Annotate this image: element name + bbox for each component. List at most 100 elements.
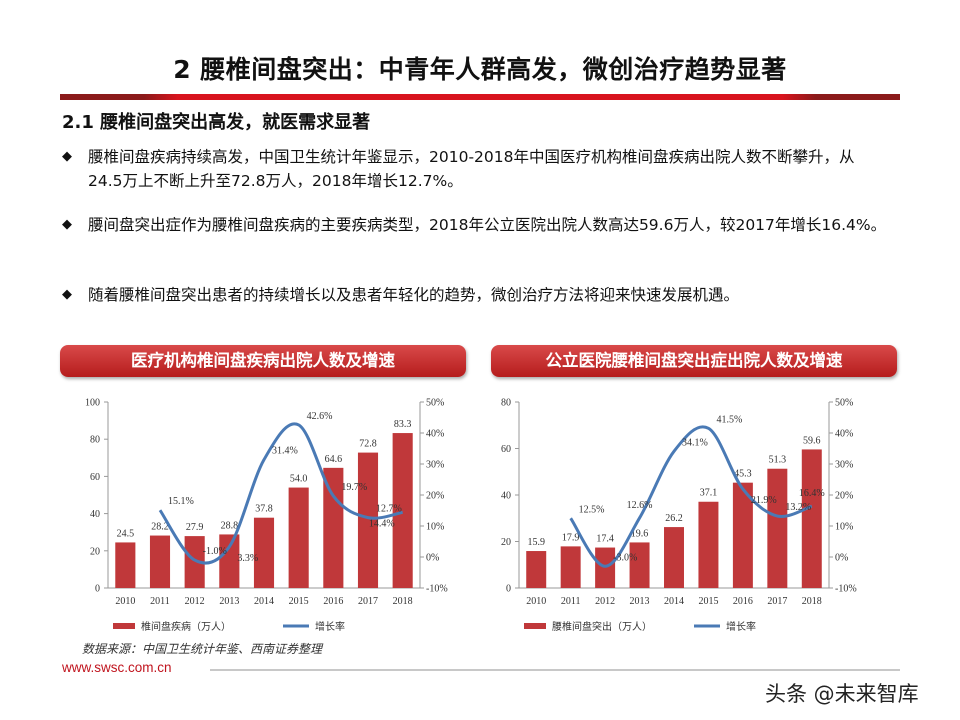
line-label: 31.4% [272, 446, 298, 457]
watermark: 头条 @未来智库 [765, 682, 919, 706]
x-tick-label: 2012 [595, 596, 615, 607]
line-label: 13.2% [785, 502, 811, 513]
bar [253, 517, 275, 588]
y-tick-label: 20 [90, 546, 100, 557]
diamond-icon: ◆ [62, 149, 72, 164]
line-label: 42.6% [307, 411, 333, 422]
bar [526, 551, 547, 588]
website-link[interactable]: www.swsc.com.cn [62, 660, 172, 675]
line-label: 3.3% [237, 553, 258, 564]
x-tick-label: 2016 [733, 596, 753, 607]
bar-label: 51.3 [769, 455, 787, 466]
bar-label: 19.6 [631, 528, 649, 539]
x-tick-label: 2011 [150, 596, 170, 607]
bar [115, 542, 136, 588]
x-tick-label: 2014 [664, 596, 684, 607]
bar-label: 24.5 [117, 528, 135, 539]
bar-label: 28.2 [151, 522, 169, 533]
bar [392, 433, 413, 588]
y-tick-label: 60 [501, 444, 511, 455]
x-tick-label: 2017 [767, 596, 787, 607]
section-subtitle: 2.1 腰椎间盘突出高发，就医需求显著 [62, 112, 371, 133]
bar-label: 45.3 [734, 469, 752, 480]
page-title: 2 腰椎间盘突出：中青年人群高发，微创治疗趋势显著 [173, 55, 787, 84]
bar [219, 534, 240, 588]
line-label: 16.4% [799, 488, 825, 499]
bullet-item: ◆ 随着腰椎间盘突出患者的持续增长以及患者年轻化的趋势，微创治疗方法将迎来快速发展… [62, 283, 902, 307]
y2-tick-label: 10% [835, 522, 853, 533]
bar [732, 482, 753, 588]
line-label: 12.5% [579, 504, 605, 515]
bar [664, 527, 684, 588]
chart-title-left: 医疗机构椎间盘疾病出院人数及增速 [60, 345, 466, 377]
growth-line [158, 422, 403, 565]
data-source: 数据来源：中国卫生统计年鉴、西南证券整理 [82, 642, 323, 656]
x-tick-label: 2012 [185, 596, 205, 607]
line-label: 15.1% [168, 496, 194, 507]
bar-label: 28.8 [221, 520, 239, 531]
line-label: 21.9% [751, 495, 777, 506]
y2-tick-label: -10% [426, 584, 448, 595]
y2-tick-label: 30% [426, 460, 444, 471]
footer-divider [210, 669, 900, 671]
bar-label: 64.6 [325, 454, 343, 465]
bar [560, 546, 581, 588]
y2-tick-label: 50% [835, 398, 853, 409]
line-label: 19.7% [341, 482, 367, 493]
y2-tick-label: 20% [835, 491, 853, 502]
x-tick-label: 2014 [254, 596, 274, 607]
bar [323, 467, 344, 588]
bullet-item: ◆ 腰椎间盘疾病持续高发，中国卫生统计年鉴显示，2010-2018年中国医疗机构椎… [62, 145, 902, 193]
y-tick-label: 20 [501, 537, 511, 548]
bar-label: 26.2 [665, 513, 683, 524]
growth-line [569, 425, 813, 568]
diamond-icon: ◆ [62, 287, 72, 302]
bar-label: 72.8 [359, 439, 377, 450]
y2-tick-label: 40% [426, 429, 444, 440]
bar [184, 536, 205, 588]
bar-label: 59.6 [803, 435, 821, 446]
legend-bar-swatch [524, 623, 546, 629]
legend-bar-label: 椎间盘疾病（万人） [141, 620, 231, 633]
bar [698, 501, 719, 588]
y2-tick-label: 50% [426, 398, 444, 409]
bar-label: 37.1 [700, 488, 718, 499]
y2-tick-label: 20% [426, 491, 444, 502]
y-tick-label: 40 [501, 491, 511, 502]
x-tick-label: 2010 [115, 596, 135, 607]
chart-title-right: 公立医院腰椎间盘突出症出院人数及增速 [491, 345, 897, 377]
x-tick-label: 2018 [802, 596, 822, 607]
y-tick-label: 0 [506, 584, 511, 595]
bar-label: 15.9 [527, 537, 545, 548]
legend-bar-swatch [113, 623, 135, 629]
legend-line-label: 增长率 [315, 620, 345, 633]
legend-bar-label: 腰椎间盘突出（万人） [552, 620, 652, 633]
line-label: 34.1% [682, 437, 708, 448]
line-label: 12.7% [376, 504, 402, 515]
x-tick-label: 2018 [393, 596, 413, 607]
x-tick-label: 2013 [630, 596, 650, 607]
y2-tick-label: 10% [426, 522, 444, 533]
bar [288, 487, 309, 588]
line-label: 14.4% [369, 518, 395, 529]
bar [629, 542, 650, 588]
y2-tick-label: 0% [835, 553, 848, 564]
bar-label: 17.4 [596, 534, 614, 545]
y2-tick-label: 30% [835, 460, 853, 471]
bar [149, 535, 171, 588]
title-divider [60, 94, 900, 100]
x-tick-label: 2011 [561, 596, 581, 607]
line-label: -1.0% [203, 546, 227, 557]
x-tick-label: 2016 [323, 596, 343, 607]
y2-tick-label: 0% [426, 553, 439, 564]
bar-label: 17.9 [562, 532, 580, 543]
line-label: 12.6% [627, 500, 653, 511]
bar-label: 27.9 [186, 522, 204, 533]
y-tick-label: 60 [90, 472, 100, 483]
y2-tick-label: -10% [835, 584, 857, 595]
y2-tick-label: 40% [835, 429, 853, 440]
y-tick-label: 40 [90, 509, 100, 520]
bar [767, 468, 788, 588]
x-tick-label: 2010 [526, 596, 546, 607]
